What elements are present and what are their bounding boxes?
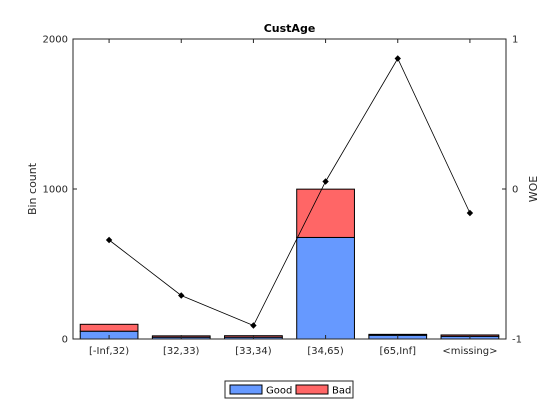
x-axis: [-Inf,32) [32,33) [33,34) [34,65) [65,Inf] <m…	[89, 39, 498, 357]
plot-frame	[72, 38, 507, 340]
legend-label-bad: Bad	[332, 386, 351, 397]
woe-point-3	[322, 178, 329, 185]
x-tick-label-2: [33,34)	[235, 346, 272, 357]
y-axis-label: Bin count	[26, 162, 39, 215]
woe-point-0	[105, 236, 113, 244]
right-axis: -1 0 1	[502, 35, 522, 346]
y-tick-label-2: 2000	[43, 35, 68, 46]
x-tick-label-3: [34,65)	[307, 346, 344, 357]
bars-group	[79, 188, 500, 340]
x-tick-label-1: [32,33)	[163, 346, 200, 357]
left-axis: 0 1000 2000	[43, 35, 77, 346]
woe-line-group	[105, 55, 474, 329]
y-tick-label-1: 1000	[43, 185, 68, 196]
y2-tick-label-2: 1	[512, 35, 518, 46]
woe-line	[108, 57, 471, 327]
y-tick-label-0: 0	[62, 335, 68, 346]
legend: Good Bad	[224, 380, 354, 399]
bar-bad-3	[296, 188, 355, 238]
chart-title: CustAge	[264, 22, 316, 35]
bar-bad-0	[79, 323, 139, 332]
y2-axis-label: WOE	[527, 176, 540, 203]
x-tick-label-0: [-Inf,32)	[89, 346, 129, 357]
y2-tick-label-0: -1	[512, 335, 522, 346]
y2-tick-label-1: 0	[512, 185, 518, 196]
woe-point-4	[394, 55, 401, 62]
woe-point-5	[466, 209, 474, 217]
woe-point-1	[178, 292, 185, 299]
legend-swatch-bad	[295, 384, 329, 395]
legend-label-good: Good	[266, 386, 292, 397]
legend-swatch-good	[229, 384, 263, 395]
x-tick-label-4: [65,Inf]	[379, 346, 416, 357]
x-tick-label-5: <missing>	[442, 346, 497, 357]
woe-point-2	[250, 322, 257, 329]
bar-good-3	[296, 236, 355, 340]
